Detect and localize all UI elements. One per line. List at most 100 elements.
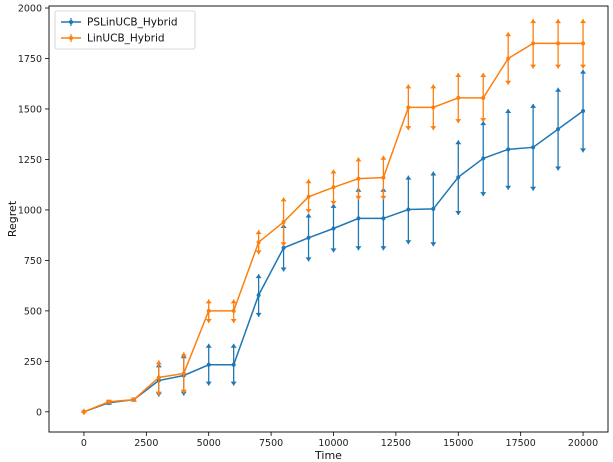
data-point: [581, 41, 586, 46]
error-cap-upper: [505, 32, 512, 37]
data-point: [281, 220, 286, 225]
legend-box: [54, 10, 196, 50]
data-point: [231, 362, 236, 367]
error-cap-upper: [430, 84, 437, 89]
data-point: [381, 216, 386, 221]
series-linucb-hybrid: [80, 19, 587, 415]
y-tick-label: 1250: [18, 155, 42, 166]
error-cap-lower: [555, 166, 562, 171]
data-point: [356, 176, 361, 181]
error-cap-upper: [155, 360, 162, 365]
data-point: [331, 185, 336, 190]
error-cap-upper: [205, 343, 212, 348]
error-cap-lower: [330, 248, 337, 253]
error-cap-lower: [230, 318, 237, 323]
data-point: [331, 226, 336, 231]
error-cap-lower: [555, 64, 562, 69]
y-tick-label: 750: [24, 256, 42, 267]
data-point: [531, 145, 536, 150]
x-axis-label: Time: [314, 449, 342, 462]
error-cap-lower: [205, 318, 212, 323]
data-point: [256, 240, 261, 245]
error-cap-lower: [255, 312, 262, 317]
error-cap-upper: [230, 343, 237, 348]
data-point: [206, 362, 211, 367]
error-cap-upper: [305, 213, 312, 218]
error-cap-upper: [580, 69, 587, 74]
error-cap-upper: [330, 169, 337, 174]
error-cap-upper: [480, 121, 487, 126]
error-cap-upper: [530, 19, 537, 24]
error-cap-lower: [505, 80, 512, 85]
data-point: [431, 105, 436, 110]
error-cap-lower: [355, 195, 362, 200]
y-axis-label: Regret: [6, 200, 19, 237]
error-cap-lower: [330, 200, 337, 205]
error-cap-upper: [280, 197, 287, 202]
series-pslinucb-hybrid: [81, 69, 587, 414]
data-point: [431, 206, 436, 211]
error-cap-upper: [555, 19, 562, 24]
error-cap-upper: [230, 299, 237, 304]
error-cap-lower: [180, 389, 187, 394]
legend-entry: PSLinUCB_Hybrid: [61, 17, 178, 29]
axes-layer: 0 2500 5000 7500 10000 12500 15000 17500 20000 0 2…: [18, 4, 598, 449]
data-point: [231, 308, 236, 313]
y-tick-label: 1750: [18, 54, 42, 65]
legend-entry: LinUCB_Hybrid: [61, 33, 165, 45]
data-point: [156, 375, 161, 380]
series-layer: [80, 19, 587, 415]
error-cap-upper: [205, 299, 212, 304]
data-point: [256, 293, 261, 298]
error-cap-lower: [480, 192, 487, 197]
error-cap-upper: [380, 155, 387, 160]
error-cap-lower: [580, 64, 587, 69]
error-cap-upper: [480, 73, 487, 78]
error-cap-upper: [455, 140, 462, 145]
data-point: [356, 216, 361, 221]
legend-label: LinUCB_Hybrid: [87, 33, 165, 45]
data-point: [406, 105, 411, 110]
error-cap-lower: [255, 250, 262, 255]
y-tick-label: 1500: [18, 104, 42, 115]
y-tick-label: 500: [24, 306, 42, 317]
x-tick-label: 7500: [259, 438, 283, 449]
error-cap-upper: [355, 157, 362, 162]
x-tick-label: 15000: [443, 438, 473, 449]
legend: PSLinUCB_Hybrid LinUCB_Hybrid: [54, 10, 196, 50]
y-tick-label: 1000: [18, 205, 42, 216]
error-cap-lower: [155, 391, 162, 396]
error-cap-upper: [255, 274, 262, 279]
data-point: [181, 371, 186, 376]
data-point: [456, 175, 461, 180]
plot-frame: [48, 5, 609, 433]
error-cap-lower: [530, 64, 537, 69]
error-cap-lower: [380, 246, 387, 251]
error-cap-lower: [280, 242, 287, 247]
x-tick-label: 2500: [134, 438, 158, 449]
data-point: [581, 108, 586, 113]
x-tick-label: 20000: [568, 438, 598, 449]
data-point: [556, 41, 561, 46]
error-cap-lower: [455, 119, 462, 124]
data-point: [456, 95, 461, 100]
data-point: [381, 175, 386, 180]
error-cap-lower: [505, 185, 512, 190]
data-point: [206, 308, 211, 313]
error-cap-lower: [380, 195, 387, 200]
error-cap-upper: [555, 87, 562, 92]
error-cap-upper: [405, 175, 412, 180]
error-cap-upper: [580, 19, 587, 24]
error-cap-upper: [180, 352, 187, 357]
data-point: [506, 56, 511, 61]
x-tick-label: 17500: [506, 438, 536, 449]
x-tick-label: 12500: [381, 438, 411, 449]
data-point: [131, 397, 136, 402]
x-tick-label: 5000: [197, 438, 221, 449]
data-point: [531, 41, 536, 46]
legend-marker: [69, 36, 73, 40]
error-cap-upper: [305, 179, 312, 184]
error-cap-lower: [305, 208, 312, 213]
data-point: [281, 245, 286, 250]
